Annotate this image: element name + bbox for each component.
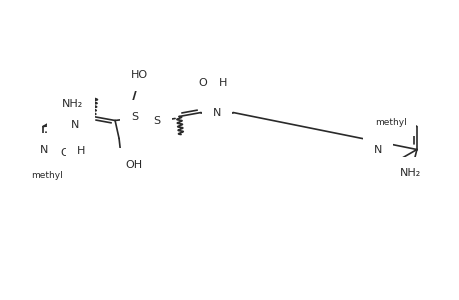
Text: H: H: [218, 77, 227, 88]
Text: S: S: [153, 116, 160, 125]
Text: N: N: [213, 107, 221, 118]
Text: O: O: [198, 77, 207, 88]
Text: HO: HO: [131, 70, 148, 80]
Text: methyl: methyl: [31, 172, 63, 181]
Text: NH₂: NH₂: [62, 98, 84, 109]
Text: O: O: [61, 148, 69, 158]
Text: N: N: [393, 110, 401, 120]
Text: methyl: methyl: [375, 118, 406, 127]
Text: N: N: [58, 110, 66, 120]
Text: S: S: [131, 112, 138, 122]
Text: N: N: [40, 145, 48, 154]
Text: N: N: [71, 119, 79, 130]
Text: N: N: [373, 145, 381, 154]
Text: OH: OH: [125, 160, 142, 170]
Text: NH₂: NH₂: [399, 169, 420, 178]
Text: H: H: [77, 146, 85, 155]
